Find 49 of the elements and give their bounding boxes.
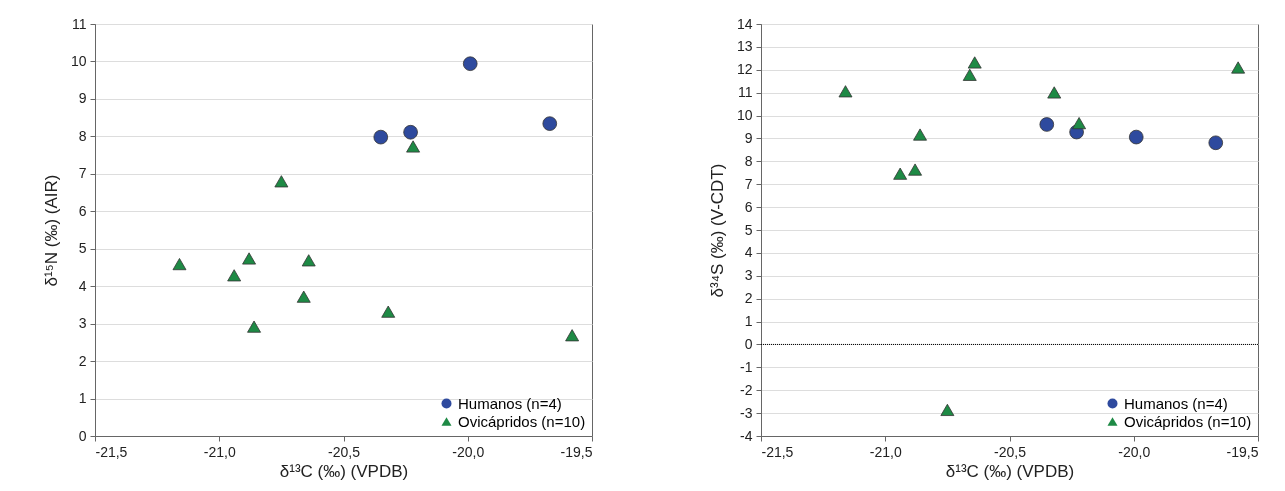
y-tick-label: 5 [78,240,87,257]
x-tick-label: -19,5 [560,443,593,460]
y-tick-label: 5 [744,221,753,238]
x-tick-label: -21,5 [761,443,794,460]
x-tick-label: -20,5 [994,443,1027,460]
y-tick-label: 6 [744,198,753,215]
x-tick-label: -21,5 [95,443,128,460]
y-tick-label: 12 [736,61,753,78]
y-tick-label: 7 [744,175,753,192]
y-tick-label: 8 [744,152,753,169]
y-tick-label: 4 [78,277,87,294]
y-axis-title: δ³⁴S (‰) (V-CDT) [707,163,727,298]
y-tick-label: 10 [70,52,87,69]
x-tick-label: -20,5 [328,443,361,460]
y-tick-label: 3 [78,315,87,332]
y-tick-label: 8 [78,127,87,144]
y-tick-label: 2 [744,290,753,307]
y-tick-label: -1 [740,358,753,375]
y-axis-title: δ¹⁵N (‰) (AIR) [41,174,61,287]
x-axis-title: δ¹³C (‰) (VPDB) [945,461,1075,481]
y-tick-label: -3 [740,404,753,421]
y-tick-label: 10 [736,107,753,124]
y-tick-label: 3 [744,267,753,284]
y-tick-label: 1 [78,390,87,407]
legend-label: Humanos (n=4) [1124,394,1228,412]
y-tick-label: 14 [736,15,753,32]
y-tick-label: 11 [737,84,753,101]
y-tick-label: 11 [71,15,87,32]
legend-label: Ovicápridos (n=10) [1124,412,1252,430]
y-tick-label: 0 [744,335,753,352]
x-tick-label: -19,5 [1226,443,1259,460]
y-tick-label: -2 [740,381,753,398]
x-tick-label: -21,0 [203,443,236,460]
legend-label: Ovicápridos (n=10) [458,412,586,430]
x-tick-label: -20,0 [452,443,485,460]
y-tick-label: 0 [78,427,87,444]
x-tick-label: -20,0 [1118,443,1151,460]
y-tick-label: -4 [740,427,753,444]
legend-label: Humanos (n=4) [458,394,562,412]
x-axis-title: δ¹³C (‰) (VPDB) [279,461,409,481]
y-tick-label: 7 [78,165,87,182]
y-tick-label: 9 [78,90,87,107]
y-tick-label: 13 [736,38,753,55]
y-tick-label: 6 [78,202,87,219]
y-tick-label: 1 [744,313,753,330]
x-tick-label: -21,0 [869,443,902,460]
y-tick-label: 9 [744,129,753,146]
y-tick-label: 2 [78,352,87,369]
y-tick-label: 4 [744,244,753,261]
